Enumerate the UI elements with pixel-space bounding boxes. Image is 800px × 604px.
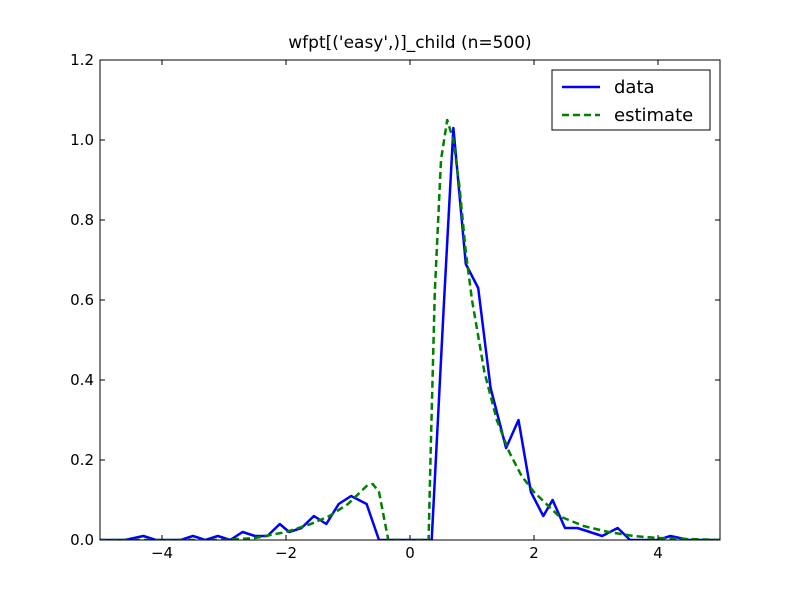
y-tick-label: 0.2 [70,451,94,469]
legend-box [551,69,711,131]
y-tick-label: 0.4 [70,371,94,389]
y-tick-label: 0.6 [70,291,94,309]
plot-area [100,118,720,540]
chart-title: wfpt[('easy',)]_child (n=500) [288,33,531,53]
x-tick-label: 4 [653,544,663,562]
y-tick-label: 1.0 [70,131,94,149]
x-tick-label: 2 [529,544,539,562]
legend-label-data: data [614,77,655,98]
legend-label-estimate: estimate [614,105,693,126]
x-tick-label: 0 [405,544,415,562]
series-line-estimate [100,118,720,540]
x-tick-label: −4 [151,544,173,562]
legend: data estimate [551,69,711,131]
y-tick-label: 0.8 [70,211,94,229]
x-tick-label: −2 [275,544,297,562]
axes: −4 −2 0 2 4 0.0 0.2 0.4 0.6 0.8 1.0 1.2 [70,51,721,562]
series-line-data [100,126,720,540]
y-tick-label: 0.0 [70,531,94,549]
y-tick-label: 1.2 [70,51,94,69]
